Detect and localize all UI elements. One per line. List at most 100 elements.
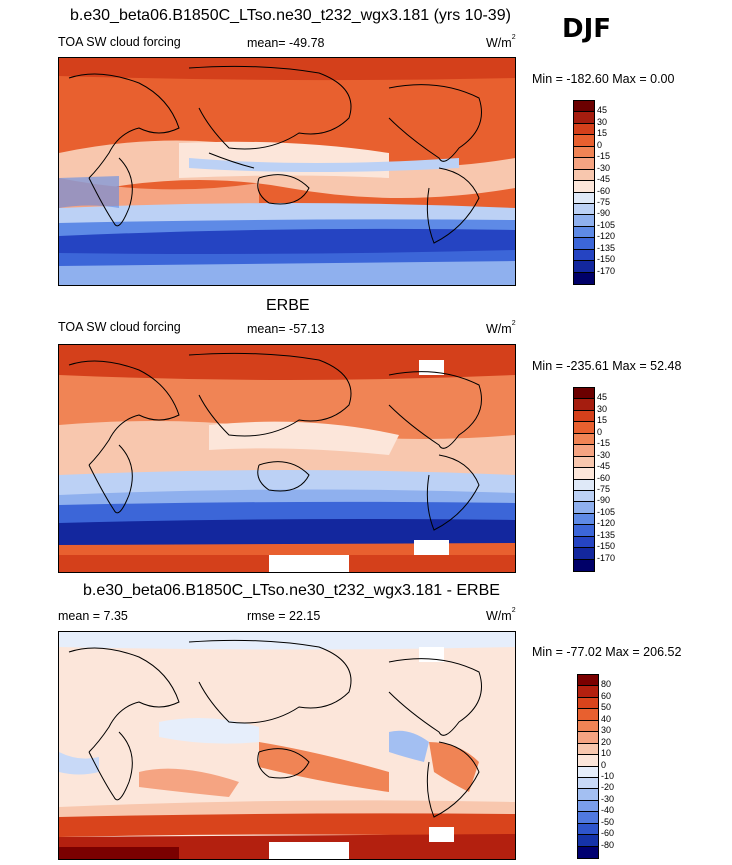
colorbar-tick-label: -40: [601, 805, 615, 816]
colorbar-swatch: [574, 169, 594, 182]
colorbar-swatch: [574, 261, 594, 273]
panel-3-minmax: Min = -77.02 Max = 206.52: [532, 645, 682, 659]
colorbar-tick-label: 60: [601, 690, 612, 701]
colorbar-swatch: [574, 101, 594, 113]
colorbar-swatch: [574, 226, 594, 239]
colorbar-swatch: [574, 559, 594, 571]
colorbar-swatch: [574, 399, 594, 411]
colorbar-swatch: [574, 456, 594, 469]
colorbar-swatch: [578, 812, 598, 824]
panel-1-field: TOA SW cloud forcing: [58, 35, 181, 49]
colorbar-swatch: [574, 238, 594, 250]
panel-1-colorbar: [573, 100, 595, 285]
colorbar-tick-label: 0: [597, 426, 603, 437]
panel-1-title: b.e30_beta06.B1850C_LTso.ne30_t232_wgx3.…: [70, 7, 511, 24]
colorbar-tick-label: 15: [597, 415, 608, 426]
colorbar-tick-label: -30: [601, 793, 615, 804]
colorbar-swatch: [574, 203, 594, 216]
colorbar-tick-label: 15: [597, 128, 608, 139]
panel-3-title: b.e30_beta06.B1850C_LTso.ne30_t232_wgx3.…: [83, 582, 500, 599]
colorbar-swatch: [578, 732, 598, 744]
colorbar-tick-label: 80: [601, 679, 612, 690]
colorbar-tick-label: 0: [601, 759, 607, 770]
colorbar-swatch: [574, 388, 594, 400]
colorbar-swatch: [574, 422, 594, 434]
colorbar-tick-label: 10: [601, 748, 612, 759]
colorbar-swatch: [574, 146, 594, 159]
colorbar-tick-label: 40: [601, 713, 612, 724]
colorbar-tick-label: -30: [597, 162, 611, 173]
colorbar-swatch: [574, 158, 594, 170]
colorbar-tick-label: 45: [597, 392, 608, 403]
colorbar-swatch: [578, 766, 598, 778]
colorbar-swatch: [578, 835, 598, 847]
colorbar-swatch: [574, 123, 594, 136]
colorbar-swatch: [578, 777, 598, 790]
panel-3-map-svg: [59, 632, 515, 859]
colorbar-swatch: [574, 513, 594, 526]
colorbar-tick-label: -120: [597, 231, 616, 242]
colorbar-swatch: [578, 709, 598, 721]
colorbar-tick-label: -45: [597, 174, 611, 185]
panel-2-colorbar: [573, 387, 595, 572]
colorbar-swatch: [578, 697, 598, 710]
colorbar-swatch: [578, 800, 598, 813]
panel-3-rmse: rmse = 22.15: [247, 609, 321, 623]
colorbar-swatch: [574, 192, 594, 204]
colorbar-swatch: [574, 548, 594, 560]
colorbar-tick-label: -150: [597, 541, 616, 552]
colorbar-swatch: [574, 272, 594, 284]
colorbar-swatch: [578, 743, 598, 756]
colorbar-tick-label: -75: [597, 196, 611, 207]
colorbar-tick-label: -50: [601, 816, 615, 827]
colorbar-tick-label: -15: [597, 438, 611, 449]
colorbar-tick-label: -20: [601, 782, 615, 793]
colorbar-tick-label: -10: [601, 770, 615, 781]
colorbar-tick-label: -170: [597, 552, 616, 563]
panel-2-field: TOA SW cloud forcing: [58, 320, 181, 334]
colorbar-tick-label: -90: [597, 208, 611, 219]
colorbar-tick-label: -45: [597, 461, 611, 472]
panel-2-minmax: Min = -235.61 Max = 52.48: [532, 359, 682, 373]
colorbar-swatch: [578, 823, 598, 836]
colorbar-tick-label: -90: [597, 495, 611, 506]
panel-2-map: [58, 344, 516, 573]
colorbar-swatch: [574, 479, 594, 491]
colorbar-swatch: [574, 490, 594, 503]
colorbar-tick-label: -135: [597, 242, 616, 253]
panel-3-mean: mean = 7.35: [58, 609, 128, 623]
colorbar-swatch: [578, 789, 598, 801]
panel-2-mean: mean= -57.13: [247, 322, 325, 336]
colorbar-tick-label: -150: [597, 254, 616, 265]
colorbar-tick-label: -105: [597, 219, 616, 230]
colorbar-swatch: [574, 445, 594, 457]
colorbar-tick-label: -170: [597, 265, 616, 276]
colorbar-swatch: [578, 720, 598, 733]
colorbar-tick-label: -135: [597, 529, 616, 540]
colorbar-tick-label: -60: [601, 828, 615, 839]
panel-1-mean: mean= -49.78: [247, 36, 325, 50]
colorbar-tick-label: 50: [601, 702, 612, 713]
colorbar-tick-label: 30: [601, 725, 612, 736]
colorbar-tick-label: 30: [597, 403, 608, 414]
season-label: DJF: [562, 14, 612, 44]
colorbar-swatch: [574, 181, 594, 193]
panel-1-map: [58, 57, 516, 286]
colorbar-swatch: [574, 468, 594, 480]
colorbar-tick-label: -120: [597, 518, 616, 529]
panel-1-map-svg: [59, 58, 515, 285]
colorbar-swatch: [578, 686, 598, 698]
panel-2-units: W/m2: [486, 320, 516, 336]
panel-3-units: W/m2: [486, 607, 516, 623]
colorbar-swatch: [574, 536, 594, 549]
colorbar-tick-label: -15: [597, 151, 611, 162]
colorbar-swatch: [574, 525, 594, 537]
colorbar-tick-label: 20: [601, 736, 612, 747]
colorbar-swatch: [578, 846, 598, 858]
colorbar-swatch: [574, 112, 594, 124]
colorbar-tick-label: 0: [597, 139, 603, 150]
colorbar-tick-label: 30: [597, 116, 608, 127]
colorbar-tick-label: -30: [597, 449, 611, 460]
colorbar-swatch: [574, 249, 594, 262]
colorbar-tick-label: -75: [597, 483, 611, 494]
